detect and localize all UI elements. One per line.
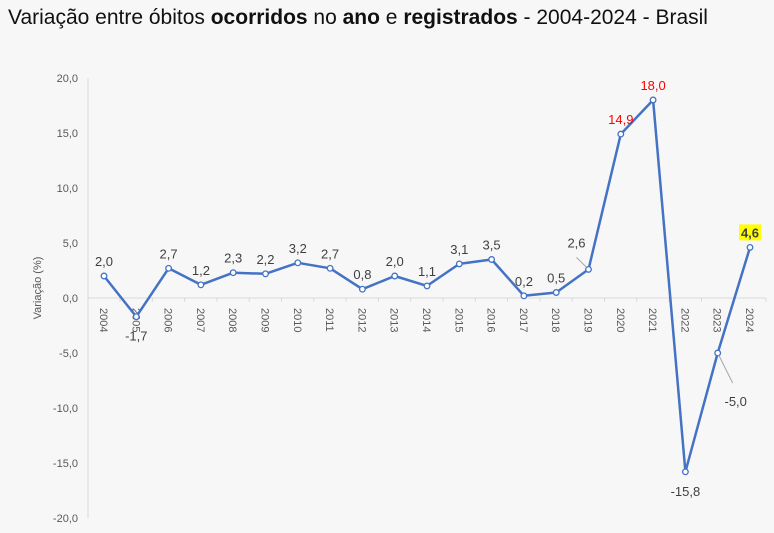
x-tick-label: 2022 (678, 308, 690, 332)
data-label: 2,0 (386, 254, 404, 269)
data-point (358, 285, 366, 293)
data-label: 14,9 (608, 112, 633, 127)
data-label: 4,6 (741, 225, 759, 240)
data-label: 18,0 (640, 78, 665, 93)
x-tick-label: 2010 (291, 308, 303, 332)
x-tick-label: 2012 (355, 308, 367, 332)
data-label: -5,0 (724, 394, 746, 409)
leader-line (718, 354, 734, 384)
data-label: 2,2 (256, 252, 274, 267)
data-label: 2,7 (160, 246, 178, 261)
title-part: e (379, 6, 404, 29)
y-tick-label: -20,0 (53, 513, 78, 525)
x-tick-label: 2018 (549, 308, 561, 332)
data-point (617, 130, 625, 138)
data-point (520, 292, 528, 300)
data-label: 3,1 (450, 242, 468, 257)
x-tick-label: 2017 (517, 308, 529, 332)
data-point (100, 272, 108, 280)
title-part: Variação entre óbitos (8, 6, 211, 29)
data-point (746, 243, 754, 251)
data-point (488, 256, 496, 263)
x-tick-label: 2024 (743, 308, 755, 332)
data-point (714, 349, 722, 357)
data-point (326, 264, 334, 272)
data-point (165, 264, 173, 272)
x-tick-label: 2020 (614, 308, 626, 332)
title-part: no (307, 6, 343, 29)
data-point (455, 260, 463, 268)
data-label: 1,1 (418, 264, 436, 279)
x-tick-label: 2015 (452, 308, 464, 332)
data-label: 3,5 (483, 238, 501, 253)
data-label: 0,2 (515, 274, 533, 289)
x-tick-label: 2009 (259, 308, 271, 332)
data-label: -15,8 (671, 484, 701, 499)
data-point (197, 281, 205, 289)
y-tick-label: 20,0 (57, 73, 78, 85)
data-label: 0,5 (547, 271, 565, 286)
y-tick-label: 0,0 (63, 293, 78, 305)
data-point (423, 282, 431, 290)
y-tick-label: 15,0 (57, 128, 78, 140)
leader-line (576, 257, 587, 268)
data-point (391, 272, 399, 280)
y-tick-label: 5,0 (63, 238, 78, 250)
data-label: -1,7 (125, 329, 147, 344)
data-point (132, 313, 140, 321)
y-tick-label: -5,0 (59, 348, 78, 360)
data-label-highlight (739, 224, 761, 241)
x-tick-label: 2004 (97, 308, 109, 332)
x-tick-label: 2019 (582, 308, 594, 332)
data-point (552, 289, 560, 296)
title-part: registrados (403, 6, 518, 29)
title-part: ocorridos (210, 6, 308, 29)
data-label: 2,7 (321, 246, 339, 261)
y-tick-label: -10,0 (53, 403, 78, 415)
x-tick-label: 2016 (485, 308, 497, 332)
data-label: 2,6 (567, 235, 585, 250)
y-tick-label: 10,0 (57, 183, 78, 195)
x-tick-label: 2013 (388, 308, 400, 332)
title-part: ano (342, 6, 380, 29)
title-part: - 2004-2024 - Brasil (517, 6, 708, 29)
data-point (229, 269, 237, 277)
chart-title: Variação entre óbitos ocorridos no ano e… (8, 6, 708, 30)
data-point (294, 259, 302, 267)
x-tick-label: 2007 (194, 308, 206, 332)
y-tick-label: -15,0 (53, 458, 78, 470)
x-tick-label: 2006 (162, 308, 174, 332)
x-tick-label: 2011 (323, 308, 335, 332)
x-tick-label: 2008 (226, 308, 238, 332)
data-point (649, 96, 657, 104)
x-tick-label: 2021 (646, 308, 658, 332)
x-tick-label: 2023 (711, 308, 723, 332)
data-point (585, 265, 592, 273)
data-label: 0,8 (353, 267, 371, 282)
data-point (262, 270, 269, 278)
y-axis-label: Variação (%) (32, 257, 44, 320)
data-label: 2,3 (224, 251, 242, 266)
x-tick-label: 2014 (420, 308, 432, 332)
data-label: 3,2 (289, 241, 307, 256)
data-point (681, 468, 689, 476)
data-label: 2,0 (95, 254, 113, 269)
data-label: 1,2 (192, 263, 210, 278)
